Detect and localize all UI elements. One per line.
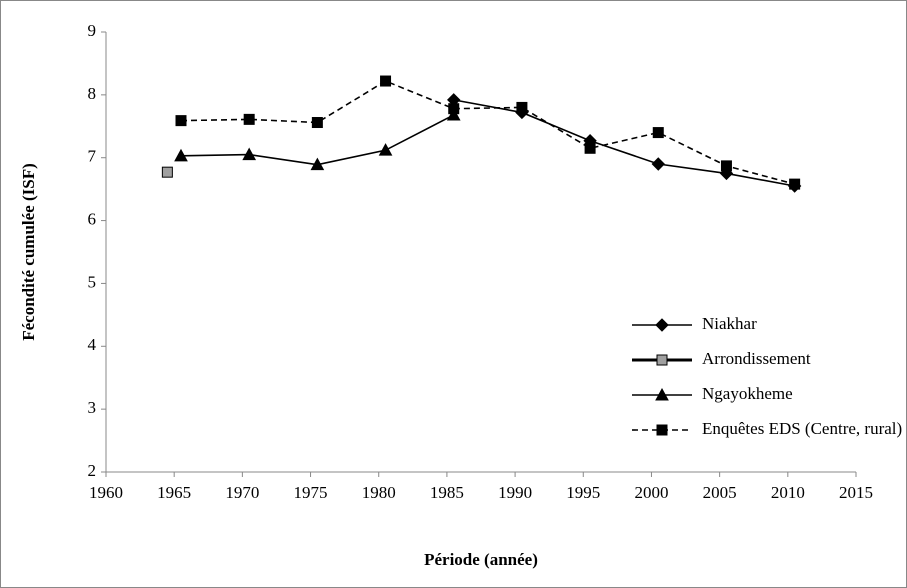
marker-triangle — [378, 143, 393, 156]
y-tick-label: 5 — [88, 272, 97, 291]
series-line — [180, 80, 795, 185]
marker-triangle — [310, 157, 325, 171]
marker-square — [175, 115, 187, 127]
y-axis-title: Fécondité cumulée (ISF) — [19, 163, 38, 341]
legend-label: Enquêtes EDS (Centre, rural) — [702, 419, 902, 438]
y-tick-label: 6 — [88, 209, 97, 228]
marker-square — [656, 354, 668, 366]
marker-square — [516, 101, 528, 113]
y-tick-label: 4 — [88, 335, 97, 354]
marker-square — [652, 127, 664, 139]
legend-label: Niakhar — [702, 314, 757, 333]
marker-square — [380, 75, 392, 87]
marker-diamond — [651, 157, 665, 171]
legend-label: Ngayokheme — [702, 384, 793, 403]
marker-triangle — [446, 107, 461, 121]
x-tick-label: 1980 — [362, 483, 396, 502]
marker-triangle — [242, 147, 257, 161]
marker-square — [311, 117, 323, 129]
marker-square — [448, 103, 460, 115]
series-line — [453, 99, 795, 187]
x-tick-label: 2015 — [839, 483, 873, 502]
y-tick-label: 7 — [88, 147, 97, 166]
x-tick-label: 1970 — [225, 483, 259, 502]
marker-square — [656, 424, 668, 436]
x-tick-label: 2000 — [634, 483, 668, 502]
x-tick-label: 1965 — [157, 483, 191, 502]
marker-triangle — [174, 148, 188, 162]
x-tick-label: 1975 — [294, 483, 328, 502]
x-tick-label: 1960 — [89, 483, 123, 502]
marker-square — [720, 160, 732, 172]
marker-square — [789, 178, 801, 190]
x-tick-label: 1990 — [498, 483, 532, 502]
x-tick-label: 2010 — [771, 483, 805, 502]
y-tick-label: 2 — [88, 461, 97, 480]
marker-square — [161, 166, 173, 178]
y-tick-label: 9 — [88, 21, 97, 40]
x-tick-label: 1995 — [566, 483, 600, 502]
y-tick-label: 8 — [88, 84, 97, 103]
x-tick-label: 1985 — [430, 483, 464, 502]
legend-label: Arrondissement — [702, 349, 811, 368]
marker-square — [584, 142, 596, 154]
x-tick-label: 2005 — [703, 483, 737, 502]
y-tick-label: 3 — [88, 398, 97, 417]
marker-diamond — [655, 318, 669, 332]
marker-square — [243, 113, 255, 125]
x-axis-title: Période (année) — [424, 550, 538, 569]
marker-triangle — [655, 387, 669, 401]
